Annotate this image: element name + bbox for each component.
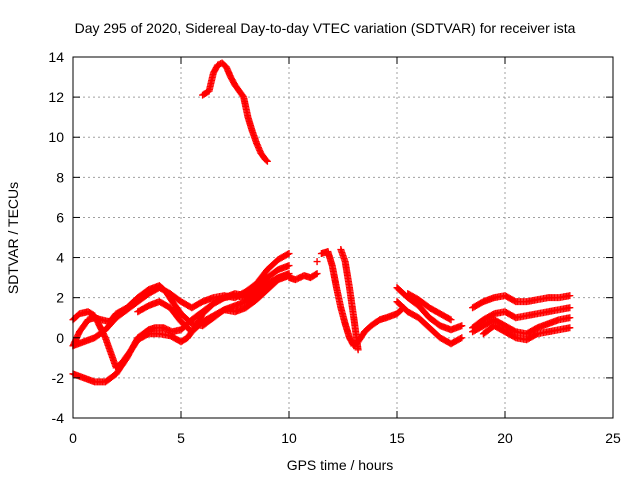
x-tick-label: 10 [281, 430, 297, 446]
data-point [566, 324, 574, 332]
data-point [313, 270, 321, 278]
y-tick-label: -4 [52, 410, 65, 426]
data-point [566, 292, 574, 300]
x-tick-label: 5 [177, 430, 185, 446]
series-trace-e [134, 272, 293, 336]
data-point [566, 304, 574, 312]
plot-frame [72, 56, 614, 419]
y-tick-label: -2 [52, 370, 65, 386]
series-trace-p [199, 59, 271, 165]
data-point [566, 314, 574, 322]
data-point [313, 258, 321, 266]
series-trace-f [285, 270, 321, 284]
x-tick-label: 20 [497, 430, 513, 446]
data-point [458, 322, 466, 330]
series-trace-d [69, 250, 293, 350]
y-tick-label: 12 [48, 89, 64, 105]
y-axis-label: SDTVAR / TECUs [5, 182, 21, 294]
y-tick-label: 6 [56, 209, 64, 225]
data-point [456, 335, 464, 343]
data-point [447, 316, 455, 324]
y-tick-label: 8 [56, 169, 64, 185]
series-trace-c [69, 262, 293, 372]
series-trace-k [404, 290, 455, 324]
data-point [285, 250, 293, 258]
y-tick-label: 2 [56, 290, 64, 306]
series-trace-j [393, 298, 466, 348]
x-tick-label: 15 [389, 430, 405, 446]
x-tick-label: 0 [69, 430, 77, 446]
data-point [354, 346, 362, 354]
x-axis-label: GPS time / hours [287, 457, 394, 473]
data-point [446, 315, 454, 323]
data-point [284, 250, 292, 258]
series-trace-m [469, 304, 574, 332]
axis-ticks: 0 5 10 15 20 25 -4 -2 0 2 4 6 8 10 12 14 [48, 49, 621, 446]
y-tick-label: 0 [56, 330, 64, 346]
series-outlier [313, 258, 321, 266]
data-point [458, 334, 466, 342]
series-trace-o [479, 322, 574, 344]
data-points [69, 59, 574, 386]
chart-title: Day 295 of 2020, Sidereal Day-to-day VTE… [75, 20, 576, 36]
series-trace-i [393, 284, 466, 334]
series-trace-g [317, 248, 407, 350]
series-trace-n [469, 314, 574, 338]
series-trace-l [469, 292, 574, 312]
series-trace-h [337, 246, 362, 354]
data-point [263, 157, 271, 165]
data-point [312, 270, 320, 278]
x-tick-label: 25 [605, 430, 621, 446]
grid [73, 57, 613, 418]
data-point [262, 156, 270, 164]
data-point [285, 262, 293, 270]
y-tick-label: 10 [48, 129, 64, 145]
y-tick-label: 14 [48, 49, 64, 65]
y-tick-label: 4 [56, 250, 64, 266]
